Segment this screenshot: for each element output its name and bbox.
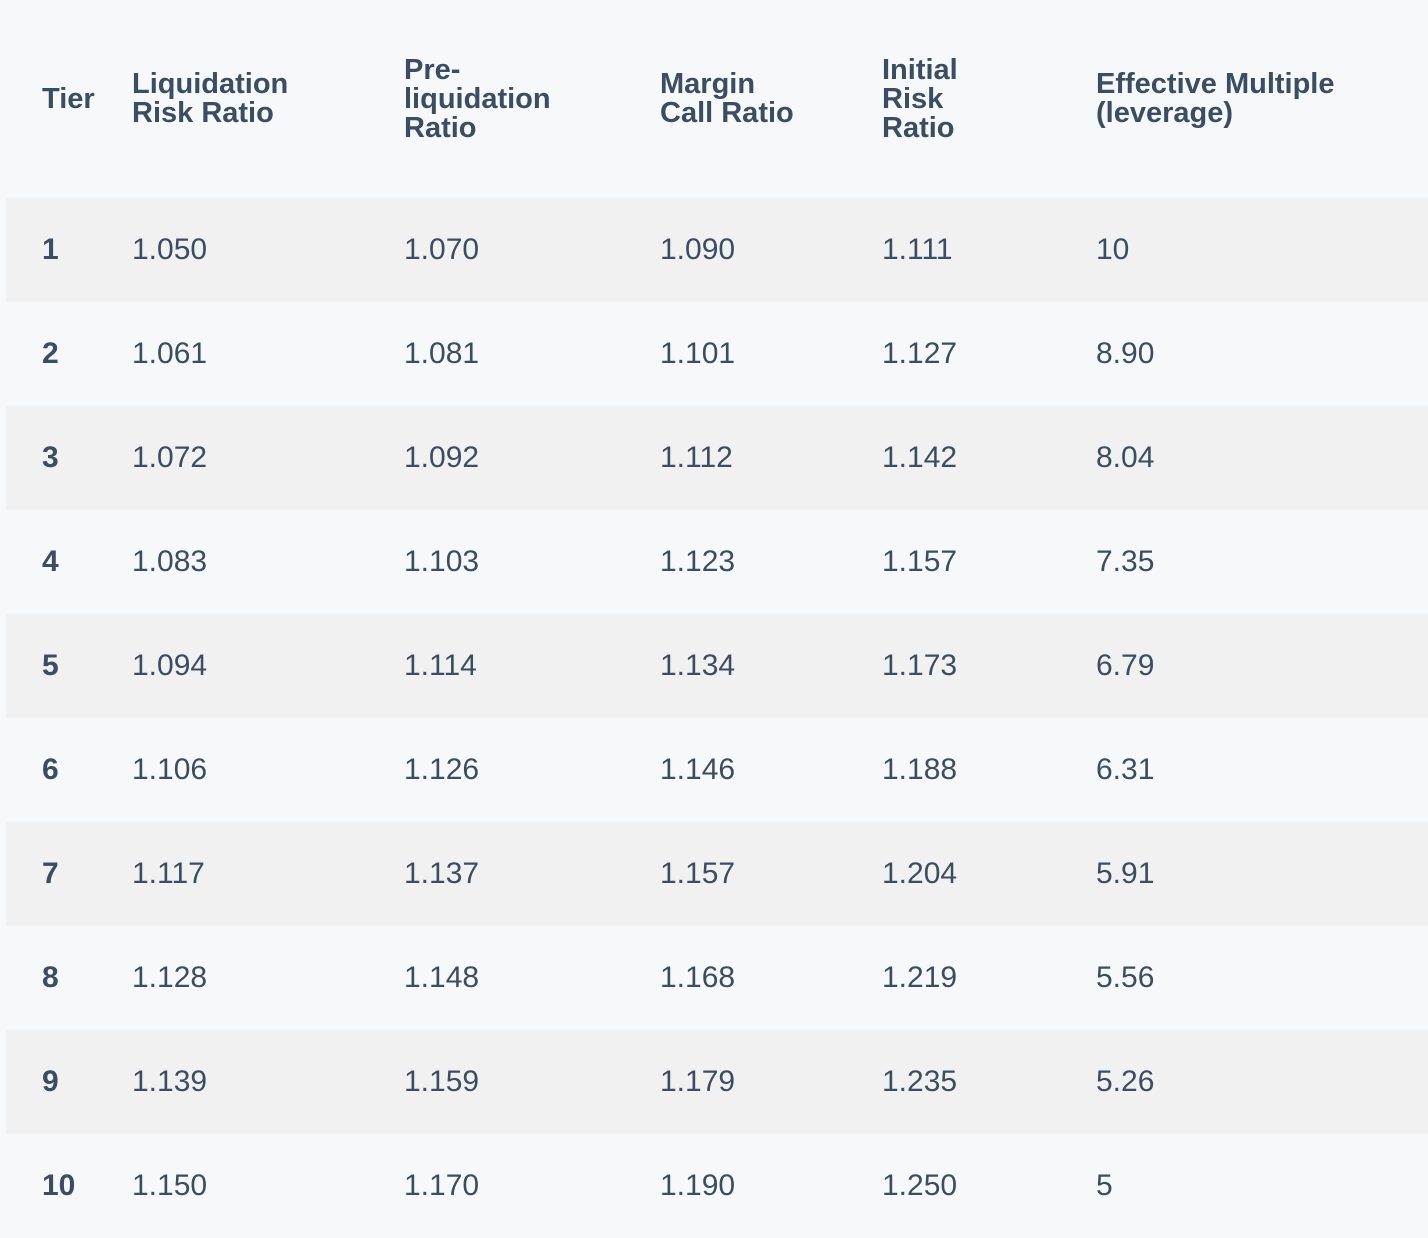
cell-effective-multiple: 5.91 [1096,822,1428,926]
table-row: 9 1.139 1.159 1.179 1.235 5.26 [6,1030,1428,1134]
cell-pre-liquidation-ratio: 1.170 [404,1134,660,1238]
cell-margin-call-ratio: 1.146 [660,718,882,822]
cell-effective-multiple: 5.56 [1096,926,1428,1030]
cell-pre-liquidation-ratio: 1.092 [404,406,660,510]
header-line: Initial [882,53,958,86]
header-line: Ratio [882,111,955,144]
cell-margin-call-ratio: 1.168 [660,926,882,1030]
cell-effective-multiple: 6.79 [1096,614,1428,718]
cell-tier: 3 [6,406,132,510]
table-row: 1 1.050 1.070 1.090 1.111 10 [6,198,1428,302]
cell-initial-risk-ratio: 1.188 [882,718,1096,822]
cell-tier: 2 [6,302,132,406]
cell-tier: 5 [6,614,132,718]
cell-tier: 1 [6,198,132,302]
cell-liquidation-risk-ratio: 1.106 [132,718,404,822]
cell-pre-liquidation-ratio: 1.081 [404,302,660,406]
cell-tier: 7 [6,822,132,926]
cell-liquidation-risk-ratio: 1.050 [132,198,404,302]
cell-pre-liquidation-ratio: 1.103 [404,510,660,614]
cell-liquidation-risk-ratio: 1.061 [132,302,404,406]
cell-tier: 6 [6,718,132,822]
cell-liquidation-risk-ratio: 1.139 [132,1030,404,1134]
cell-margin-call-ratio: 1.123 [660,510,882,614]
cell-pre-liquidation-ratio: 1.148 [404,926,660,1030]
cell-pre-liquidation-ratio: 1.159 [404,1030,660,1134]
cell-tier: 10 [6,1134,132,1238]
cell-initial-risk-ratio: 1.173 [882,614,1096,718]
cell-liquidation-risk-ratio: 1.083 [132,510,404,614]
header-line: Tier [42,82,95,115]
header-line: Pre- [404,53,461,86]
cell-tier: 4 [6,510,132,614]
cell-effective-multiple: 5.26 [1096,1030,1428,1134]
cell-margin-call-ratio: 1.157 [660,822,882,926]
header-initial-risk-ratio: Initial Risk Ratio [882,0,1096,198]
cell-initial-risk-ratio: 1.204 [882,822,1096,926]
cell-margin-call-ratio: 1.179 [660,1030,882,1134]
cell-effective-multiple: 6.31 [1096,718,1428,822]
header-effective-multiple: Effective Multiple (leverage) [1096,0,1428,198]
header-tier: Tier [6,0,132,198]
cell-margin-call-ratio: 1.134 [660,614,882,718]
table-row: 3 1.072 1.092 1.112 1.142 8.04 [6,406,1428,510]
cell-liquidation-risk-ratio: 1.117 [132,822,404,926]
cell-initial-risk-ratio: 1.250 [882,1134,1096,1238]
cell-effective-multiple: 5 [1096,1134,1428,1238]
table-row: 10 1.150 1.170 1.190 1.250 5 [6,1134,1428,1238]
header-line: liquidation [404,82,551,115]
cell-pre-liquidation-ratio: 1.126 [404,718,660,822]
header-line: Ratio [404,111,477,144]
table-row: 5 1.094 1.114 1.134 1.173 6.79 [6,614,1428,718]
table-header-row: Tier Liquidation Risk Ratio Pre- liquida… [6,0,1428,198]
cell-initial-risk-ratio: 1.157 [882,510,1096,614]
cell-pre-liquidation-ratio: 1.137 [404,822,660,926]
tier-ratio-table: Tier Liquidation Risk Ratio Pre- liquida… [6,0,1428,1238]
cell-effective-multiple: 7.35 [1096,510,1428,614]
table-row: 6 1.106 1.126 1.146 1.188 6.31 [6,718,1428,822]
cell-margin-call-ratio: 1.090 [660,198,882,302]
cell-pre-liquidation-ratio: 1.070 [404,198,660,302]
cell-liquidation-risk-ratio: 1.094 [132,614,404,718]
header-line: Liquidation [132,68,289,100]
table-row: 4 1.083 1.103 1.123 1.157 7.35 [6,510,1428,614]
cell-pre-liquidation-ratio: 1.114 [404,614,660,718]
header-line: Call Ratio [660,97,794,129]
cell-liquidation-risk-ratio: 1.128 [132,926,404,1030]
table-row: 8 1.128 1.148 1.168 1.219 5.56 [6,926,1428,1030]
cell-margin-call-ratio: 1.101 [660,302,882,406]
cell-margin-call-ratio: 1.190 [660,1134,882,1238]
cell-liquidation-risk-ratio: 1.072 [132,406,404,510]
cell-initial-risk-ratio: 1.142 [882,406,1096,510]
cell-initial-risk-ratio: 1.219 [882,926,1096,1030]
cell-initial-risk-ratio: 1.127 [882,302,1096,406]
cell-effective-multiple: 10 [1096,198,1428,302]
header-pre-liquidation-ratio: Pre- liquidation Ratio [404,0,660,198]
header-line: (leverage) [1096,97,1234,129]
header-liquidation-risk-ratio: Liquidation Risk Ratio [132,0,404,198]
cell-effective-multiple: 8.04 [1096,406,1428,510]
table-row: 2 1.061 1.081 1.101 1.127 8.90 [6,302,1428,406]
header-line: Effective Multiple [1096,68,1335,100]
cell-initial-risk-ratio: 1.111 [882,198,1096,302]
cell-margin-call-ratio: 1.112 [660,406,882,510]
header-line: Risk [882,82,944,115]
cell-initial-risk-ratio: 1.235 [882,1030,1096,1134]
cell-tier: 9 [6,1030,132,1134]
header-line: Margin [660,68,756,100]
cell-tier: 8 [6,926,132,1030]
header-margin-call-ratio: Margin Call Ratio [660,0,882,198]
table-row: 7 1.117 1.137 1.157 1.204 5.91 [6,822,1428,926]
cell-effective-multiple: 8.90 [1096,302,1428,406]
cell-liquidation-risk-ratio: 1.150 [132,1134,404,1238]
header-line: Risk Ratio [132,97,274,129]
